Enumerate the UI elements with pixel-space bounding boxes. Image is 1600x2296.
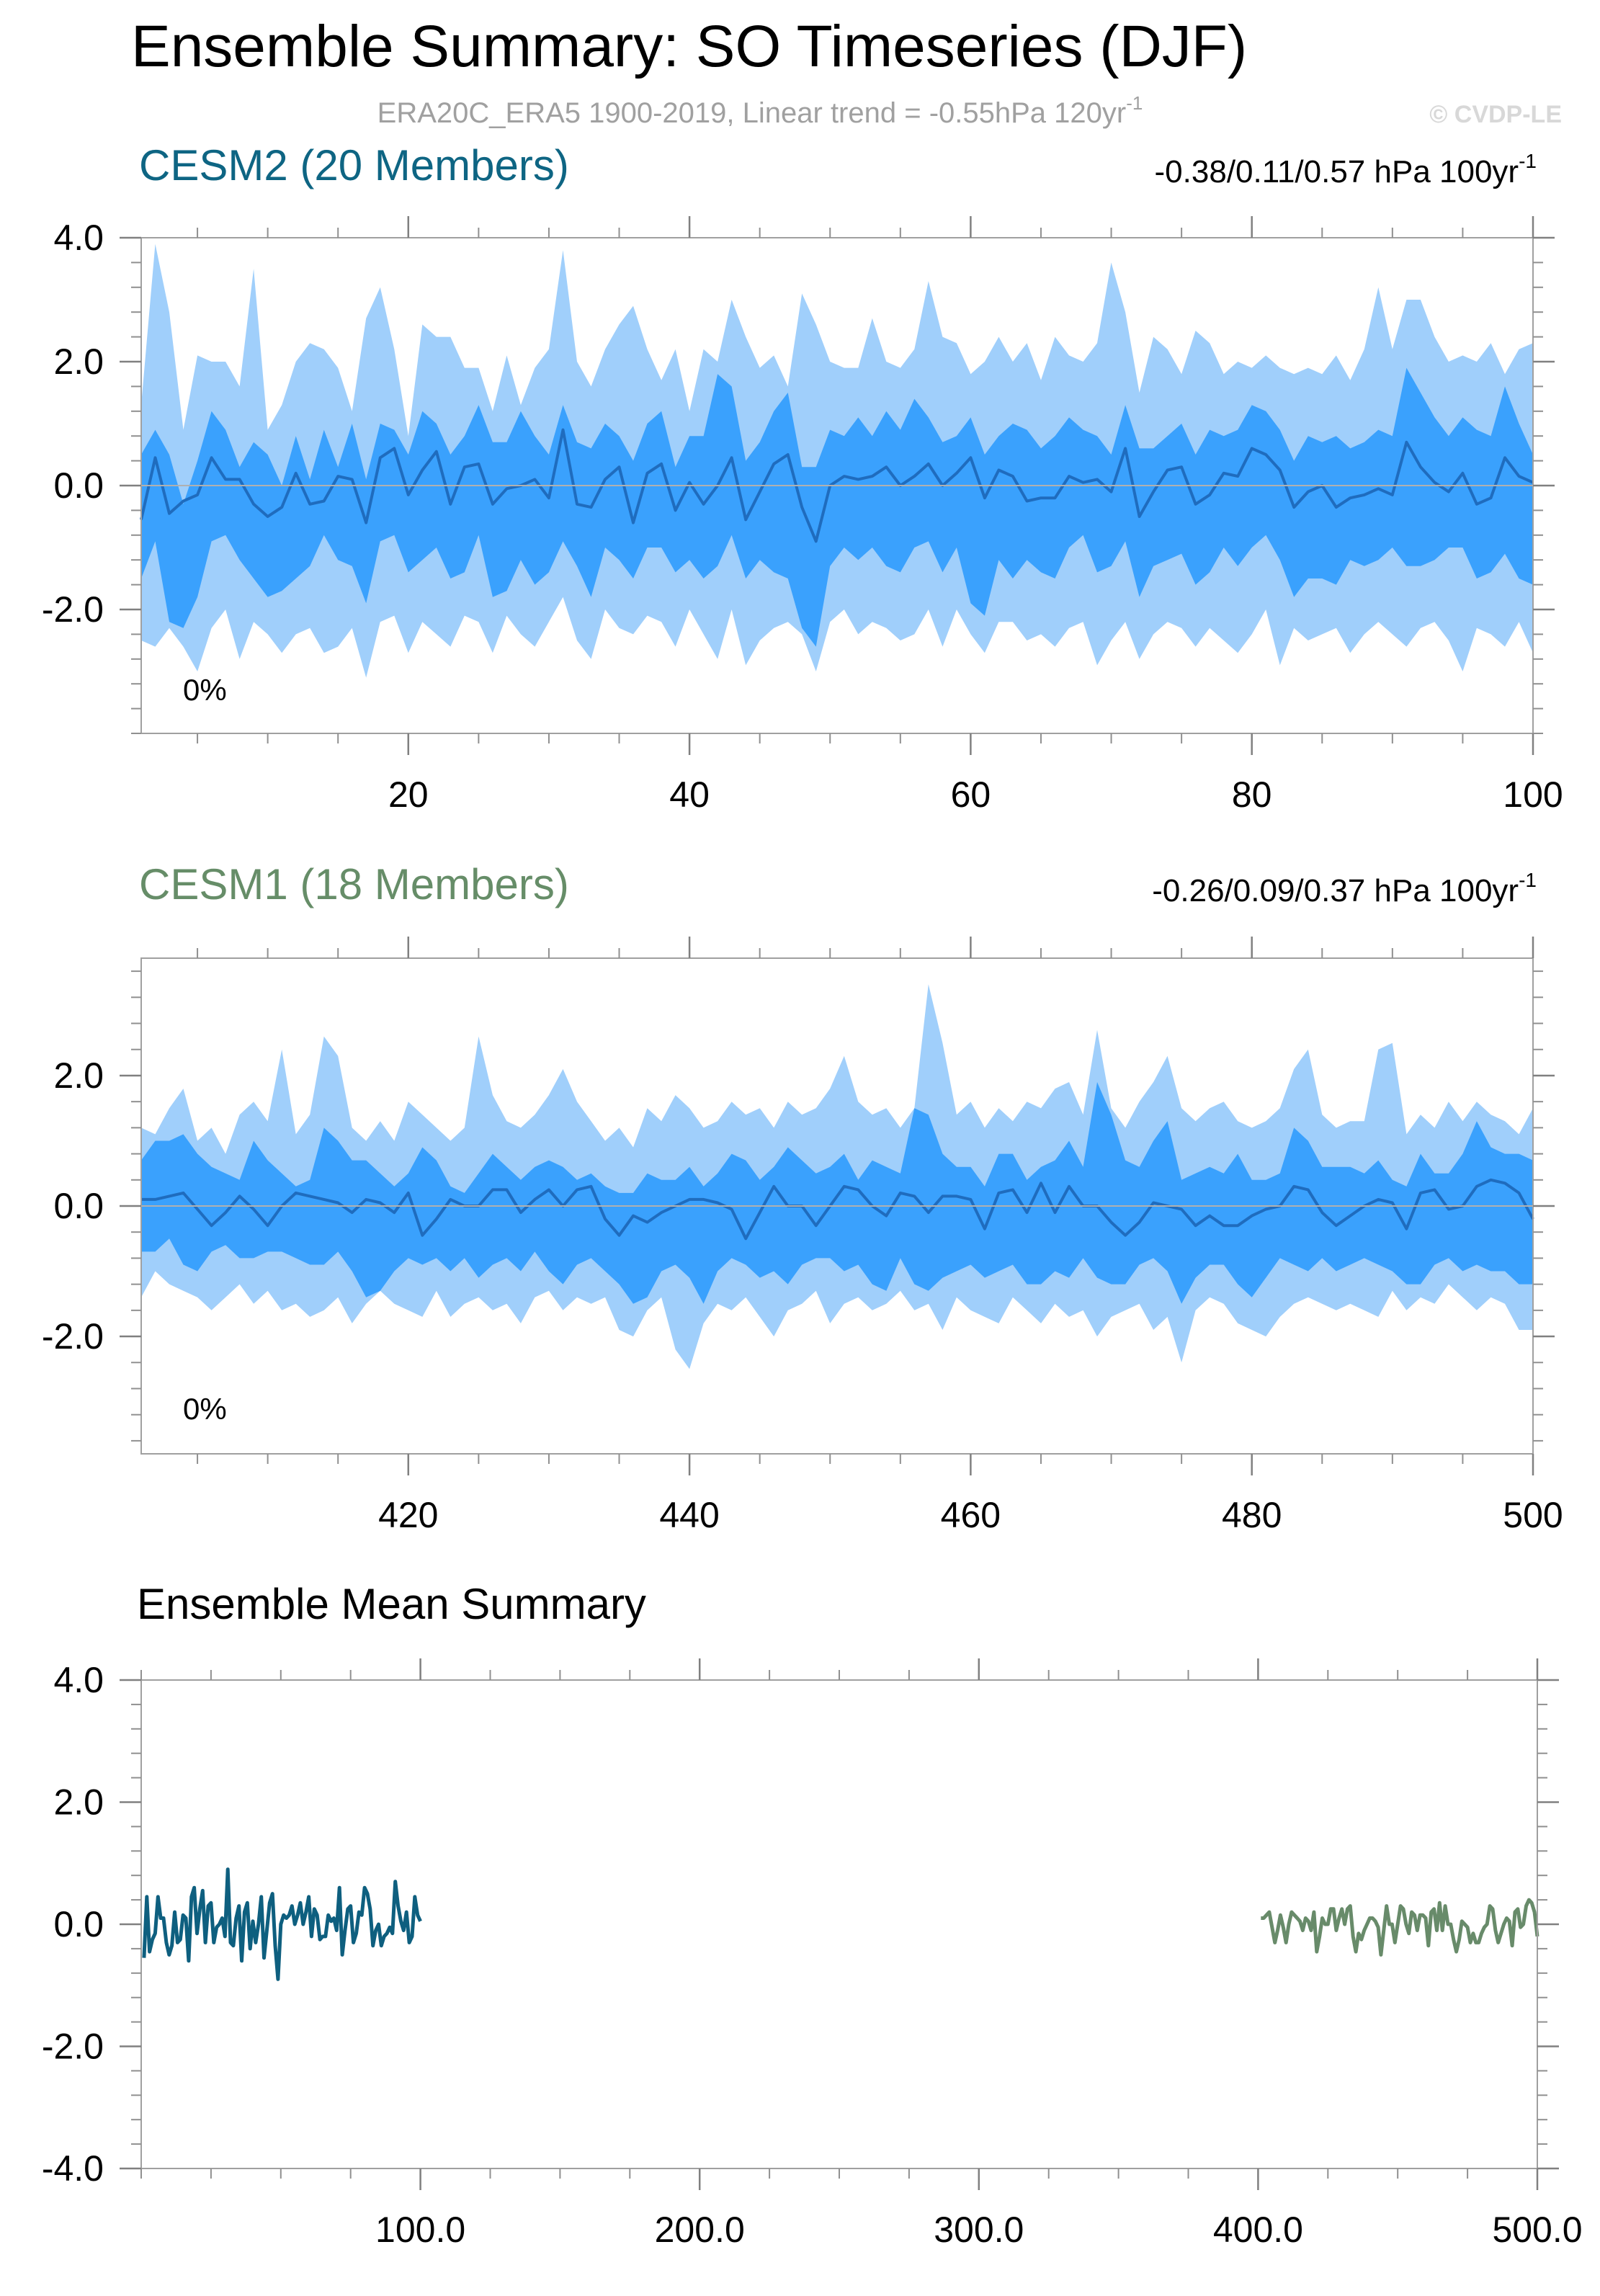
- figure-title: Ensemble Summary: SO Timeseries (DJF): [131, 14, 1247, 79]
- ensemble-mean-y-tick-label: 0.0: [53, 1904, 104, 1944]
- cesm2-inner-band: [141, 367, 1533, 647]
- figure-subtitle-main: ERA20C_ERA5 1900-2019, Linear trend = -0…: [377, 97, 1127, 129]
- ensemble-mean-x-tick-label: 500.0: [1492, 2210, 1582, 2250]
- cesm2-trend-label: -0.38/0.11/0.57 hPa 100yr-1: [1155, 150, 1537, 189]
- cesm1-mean-line: [1261, 1898, 1539, 1957]
- ensemble-mean-y-tick-label: 2.0: [53, 1782, 104, 1823]
- cesm1-x-tick-label: 480: [1222, 1495, 1282, 1535]
- cesm1-x-tick-label: 420: [378, 1495, 438, 1535]
- cesm1-panel-title: CESM1 (18 Members): [139, 860, 569, 908]
- cesm2-x-tick-label: 40: [669, 774, 710, 815]
- cesm1-y-tick-label: 0.0: [53, 1186, 104, 1226]
- cesm2-trend-main: -0.38/0.11/0.57 hPa 100yr: [1155, 154, 1519, 189]
- cesm1-trend-sup: -1: [1519, 869, 1537, 891]
- ensemble-mean-lines: [142, 1867, 1539, 1981]
- cesm1-panel: CESM1 (18 Members) -0.26/0.09/0.37 hPa 1…: [42, 860, 1563, 1535]
- cesm1-trend-label: -0.26/0.09/0.37 hPa 100yr-1: [1152, 869, 1537, 908]
- ensemble-mean-y-tick-label: -4.0: [42, 2148, 104, 2189]
- ensemble-mean-x-tick-label: 300.0: [934, 2210, 1024, 2250]
- cesm1-y-tick-label: -2.0: [42, 1316, 104, 1357]
- figure-subtitle-sup: -1: [1126, 92, 1143, 114]
- cesm1-axes: 420 440 460 480 500 2.0 0.0 -2.0: [42, 937, 1563, 1535]
- cesm1-trend-main: -0.26/0.09/0.37 hPa 100yr: [1152, 873, 1519, 908]
- cesm2-x-tick-label: 100: [1503, 774, 1563, 815]
- cesm1-x-tick-label: 460: [941, 1495, 1001, 1535]
- cesm2-percent-label: 0%: [183, 673, 227, 707]
- cesm1-x-tick-label: 440: [659, 1495, 719, 1535]
- ensemble-mean-x-tick-label: 400.0: [1213, 2210, 1303, 2250]
- cesm2-panel: CESM2 (20 Members) -0.38/0.11/0.57 hPa 1…: [42, 141, 1563, 815]
- cesm1-x-tick-label: 500: [1503, 1495, 1563, 1535]
- ensemble-mean-title: Ensemble Mean Summary: [137, 1580, 646, 1628]
- cesm2-y-tick-label: -2.0: [42, 589, 104, 630]
- cesm2-bands: [140, 244, 1534, 678]
- ensemble-mean-panel: Ensemble Mean Summary 100.0 200.0 300.0 400…: [42, 1580, 1583, 2250]
- cesm1-inner-band: [141, 1082, 1533, 1304]
- ensemble-mean-y-tick-label: -2.0: [42, 2027, 104, 2067]
- cesm2-y-tick-label: 0.0: [53, 465, 104, 506]
- ensemble-mean-x-tick-label: 100.0: [375, 2210, 465, 2250]
- cesm1-mean-line: [141, 1178, 1534, 1241]
- cesm2-y-tick-label: 4.0: [53, 218, 104, 258]
- cesm2-x-tick-label: 80: [1232, 774, 1272, 815]
- cesm2-mean-line: [142, 1867, 422, 1981]
- cesm2-mean-line: [140, 428, 1534, 543]
- cesm2-y-tick-label: 2.0: [53, 341, 104, 382]
- cesm2-axes: 20 40 60 80 100 4.0 2.0 0.0 -2.0: [42, 216, 1563, 815]
- ensemble-mean-y-tick-label: 4.0: [53, 1660, 104, 1700]
- cesm2-trend-sup: -1: [1519, 150, 1537, 172]
- ensemble-mean-axes: 100.0 200.0 300.0 400.0 500.0 4.0 2.0 0.0 -2.0 -4…: [42, 1658, 1583, 2250]
- ensemble-mean-x-tick-label: 200.0: [655, 2210, 745, 2250]
- cesm1-bands: [141, 984, 1534, 1370]
- credit-label: © CVDP-LE: [1429, 101, 1562, 128]
- cesm1-y-tick-label: 2.0: [53, 1055, 104, 1096]
- figure-subtitle: ERA20C_ERA5 1900-2019, Linear trend = -0…: [377, 92, 1143, 129]
- cesm2-panel-title: CESM2 (20 Members): [139, 141, 569, 189]
- cesm2-x-tick-label: 20: [388, 774, 429, 815]
- cesm2-x-tick-label: 60: [951, 774, 991, 815]
- cesm1-percent-label: 0%: [183, 1392, 227, 1426]
